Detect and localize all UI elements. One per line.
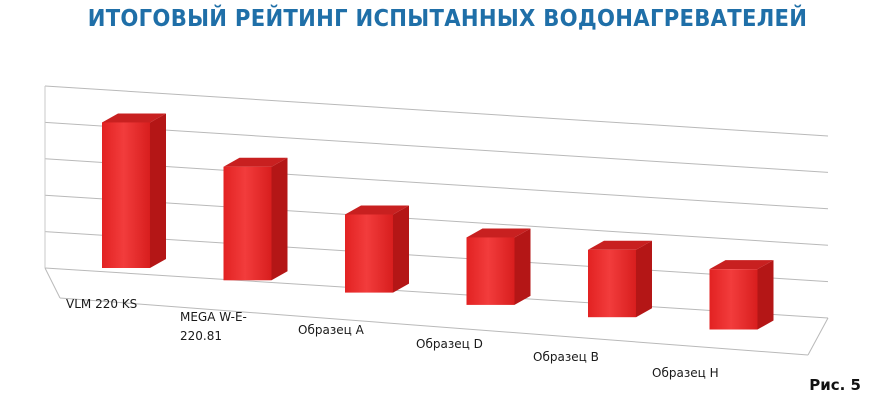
gridline: [44, 85, 829, 137]
bar-top: [345, 205, 409, 215]
bar-front: [345, 214, 393, 293]
chart-title: ИТОГОВЫЙ РЕЙТИНГ ИСПЫТАННЫХ ВОДОНАГРЕВАТ…: [87, 6, 808, 32]
bar-top: [709, 260, 774, 270]
bar-side: [757, 260, 774, 330]
bar-front: [466, 237, 515, 305]
bar-front: [709, 269, 758, 330]
bar-front: [102, 122, 150, 268]
bar-front: [223, 166, 272, 281]
chart-grid: [44, 85, 829, 356]
category-labels: VLM 220 KS MEGA W-E-220.81 Образец А Образе…: [66, 297, 719, 380]
gridline: [44, 231, 829, 283]
bar: [102, 113, 166, 268]
gridline: [44, 158, 829, 210]
x-tick-label: MEGA W-E-220.81: [180, 310, 247, 343]
figure-caption: Рис. 5: [809, 376, 861, 394]
bar: [345, 205, 409, 293]
gridline: [44, 267, 829, 319]
bar-side: [150, 113, 166, 268]
bar-side: [636, 240, 652, 318]
gridline: [44, 194, 829, 246]
bar-side: [514, 228, 531, 305]
bar-top: [102, 113, 166, 123]
x-tick-label: Образец D: [416, 337, 483, 351]
bar: [223, 157, 288, 281]
bar-side: [393, 205, 409, 293]
x-tick-label: Образец Н: [652, 366, 719, 380]
x-tick-label: Образец В: [533, 350, 599, 364]
bar-top: [223, 157, 288, 167]
bar-top: [466, 228, 531, 238]
gridline: [44, 121, 829, 173]
bar-top: [588, 240, 652, 250]
bar-front: [588, 249, 636, 318]
floor-left-edge: [44, 267, 61, 299]
bar-side: [271, 157, 288, 281]
x-tick-label: VLM 220 KS: [66, 297, 137, 311]
bar: [588, 240, 652, 318]
floor-front-edge: [59, 297, 809, 356]
x-tick-label: Образец А: [298, 323, 365, 337]
bar: [466, 228, 531, 305]
floor-right-edge: [807, 317, 829, 356]
bar: [709, 260, 774, 330]
chart-bars: [102, 113, 774, 330]
